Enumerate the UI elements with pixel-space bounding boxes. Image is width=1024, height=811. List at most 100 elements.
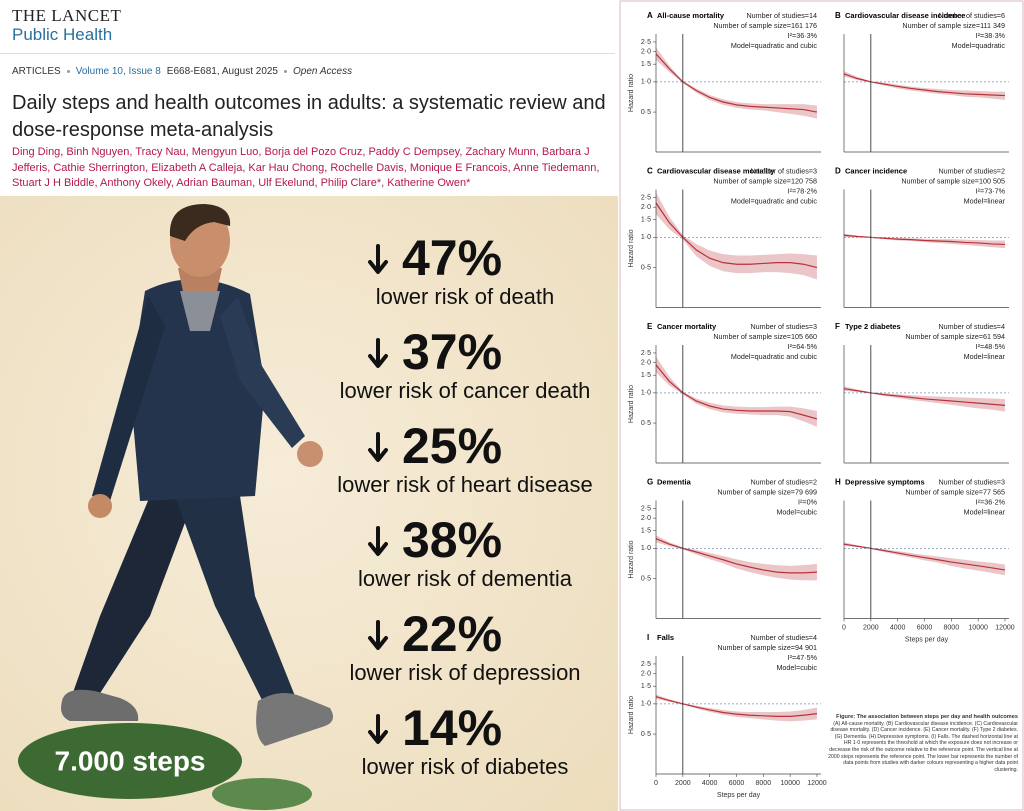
x-axis-label: Steps per day bbox=[905, 636, 949, 643]
subplot-title: Cancer mortality bbox=[657, 322, 717, 331]
divider bbox=[0, 53, 615, 54]
x-tick-label: 12000 bbox=[807, 780, 827, 787]
annotation: Number of sample size=161 176 bbox=[713, 21, 817, 30]
annotation: I²=36·2% bbox=[976, 497, 1006, 506]
separator bbox=[66, 70, 70, 73]
front-arm bbox=[220, 296, 305, 448]
panel-letter: F bbox=[835, 322, 840, 331]
annotation: Number of studies=3 bbox=[750, 166, 817, 175]
confidence-band bbox=[844, 71, 1005, 100]
article-meta: ARTICLES Volume 10, Issue 8 E668-E681, A… bbox=[12, 66, 352, 77]
subplot-title: Type 2 diabetes bbox=[845, 322, 901, 331]
x-tick-label: 2000 bbox=[675, 780, 691, 787]
separator bbox=[284, 70, 287, 73]
y-axis-label: Hazard ratio bbox=[628, 696, 635, 734]
confidence-band bbox=[656, 535, 817, 581]
stat-text: lower risk of heart disease bbox=[337, 472, 593, 497]
y-axis-label: Hazard ratio bbox=[628, 385, 635, 423]
panel-letter: A bbox=[647, 11, 653, 20]
hair bbox=[169, 204, 231, 241]
volume-link[interactable]: Volume 10, Issue 8 bbox=[75, 66, 161, 77]
caption-title: Figure: The association between steps pe… bbox=[836, 714, 1018, 720]
stat-text: lower risk of diabetes bbox=[362, 754, 569, 779]
annotation: I²=64·5% bbox=[788, 342, 818, 351]
subplot: C Cardiovascular disease mortalityNumber … bbox=[628, 166, 821, 308]
annotation: Number of sample size=79 699 bbox=[717, 487, 817, 496]
annotation: Model=quadratic bbox=[952, 41, 1006, 50]
figure-panel: A All-cause mortality Number of studies=14… bbox=[619, 0, 1024, 811]
shoe bbox=[256, 692, 334, 746]
subplot-title: Cardiovascular disease mortality bbox=[657, 166, 775, 175]
shirt bbox=[180, 291, 220, 331]
y-tick-label: 1·0 bbox=[641, 79, 651, 86]
back-leg bbox=[70, 496, 195, 701]
y-axis-label: Hazard ratio bbox=[628, 229, 635, 267]
x-tick-label: 6000 bbox=[729, 780, 745, 787]
journal-subtitle: Public Health bbox=[12, 25, 113, 44]
y-tick-label: 1·5 bbox=[641, 61, 651, 68]
steps-badge: 7.000 steps bbox=[55, 745, 206, 776]
hand bbox=[297, 441, 323, 467]
y-tick-label: 0·5 bbox=[641, 264, 651, 271]
confidence-band bbox=[656, 192, 817, 280]
annotation: Number of studies=4 bbox=[938, 322, 1005, 331]
y-tick-label: 1·0 bbox=[641, 701, 651, 708]
x-tick-label: 2000 bbox=[863, 624, 879, 631]
panel-letter: G bbox=[647, 478, 653, 487]
x-tick-label: 0 bbox=[654, 780, 658, 787]
annotation: Number of sample size=77 565 bbox=[905, 487, 1005, 496]
subplot-title: Cancer incidence bbox=[845, 166, 907, 175]
subplot-title: Cardiovascular disease incidence bbox=[845, 11, 965, 20]
subplot-title: Depressive symptoms bbox=[845, 477, 925, 486]
panel-border bbox=[619, 0, 1024, 811]
shoe bbox=[61, 689, 139, 721]
annotation: Number of sample size=111 349 bbox=[902, 21, 1005, 30]
y-tick-label: 2·0 bbox=[641, 204, 651, 211]
y-tick-label: 2·0 bbox=[641, 515, 651, 522]
subplot: E Cancer mortality Number of studies=3Numb… bbox=[628, 322, 821, 464]
panel-letter: H bbox=[835, 478, 841, 487]
stat-percent: 47% bbox=[402, 230, 502, 286]
hand bbox=[88, 494, 112, 518]
y-tick-label: 2·5 bbox=[641, 350, 651, 357]
y-tick-label: 2·5 bbox=[641, 194, 651, 201]
authors: Ding Ding, Binh Nguyen, Tracy Nau, Mengy… bbox=[12, 146, 600, 189]
subplot: B Cardiovascular disease incidenceNumber … bbox=[835, 11, 1009, 153]
annotation: Model=quadratic and cubic bbox=[731, 352, 818, 361]
annotation: I²=78·2% bbox=[788, 186, 818, 195]
annotation: Number of studies=3 bbox=[750, 322, 817, 331]
panel-letter: E bbox=[647, 322, 653, 331]
y-axis-label: Hazard ratio bbox=[628, 540, 635, 578]
down-arrow bbox=[368, 714, 388, 744]
annotation: Number of studies=2 bbox=[750, 477, 817, 486]
y-tick-label: 1·5 bbox=[641, 528, 651, 535]
panel-letter: I bbox=[647, 633, 649, 642]
access: Open Access bbox=[293, 66, 353, 77]
stat-percent: 37% bbox=[402, 324, 502, 380]
annotation: Model=quadratic and cubic bbox=[731, 41, 818, 50]
article-title: Daily steps and health outcomes in adult… bbox=[12, 92, 606, 141]
y-tick-label: 2·5 bbox=[641, 505, 651, 512]
subplot-title: Falls bbox=[657, 633, 674, 642]
y-tick-label: 1·5 bbox=[641, 372, 651, 379]
y-tick-label: 1·5 bbox=[641, 683, 651, 690]
stat-text: lower risk of dementia bbox=[358, 566, 573, 591]
x-axis-label: Steps per day bbox=[717, 792, 761, 799]
annotation: Model=quadratic and cubic bbox=[731, 196, 818, 205]
walking-man bbox=[61, 204, 334, 746]
annotation: Number of studies=2 bbox=[938, 166, 1005, 175]
infographic: 47%lower risk of death 37%lower risk of c… bbox=[0, 196, 618, 811]
x-tick-label: 0 bbox=[842, 624, 846, 631]
panel-letter: C bbox=[647, 167, 653, 176]
x-tick-label: 6000 bbox=[917, 624, 933, 631]
down-arrow bbox=[368, 338, 388, 368]
stat-percent: 38% bbox=[402, 512, 502, 568]
down-arrow bbox=[368, 244, 388, 274]
y-tick-label: 0·5 bbox=[641, 420, 651, 427]
annotation: Number of sample size=100 505 bbox=[901, 176, 1005, 185]
back-arm bbox=[92, 296, 165, 501]
annotation: Model=linear bbox=[964, 352, 1006, 361]
